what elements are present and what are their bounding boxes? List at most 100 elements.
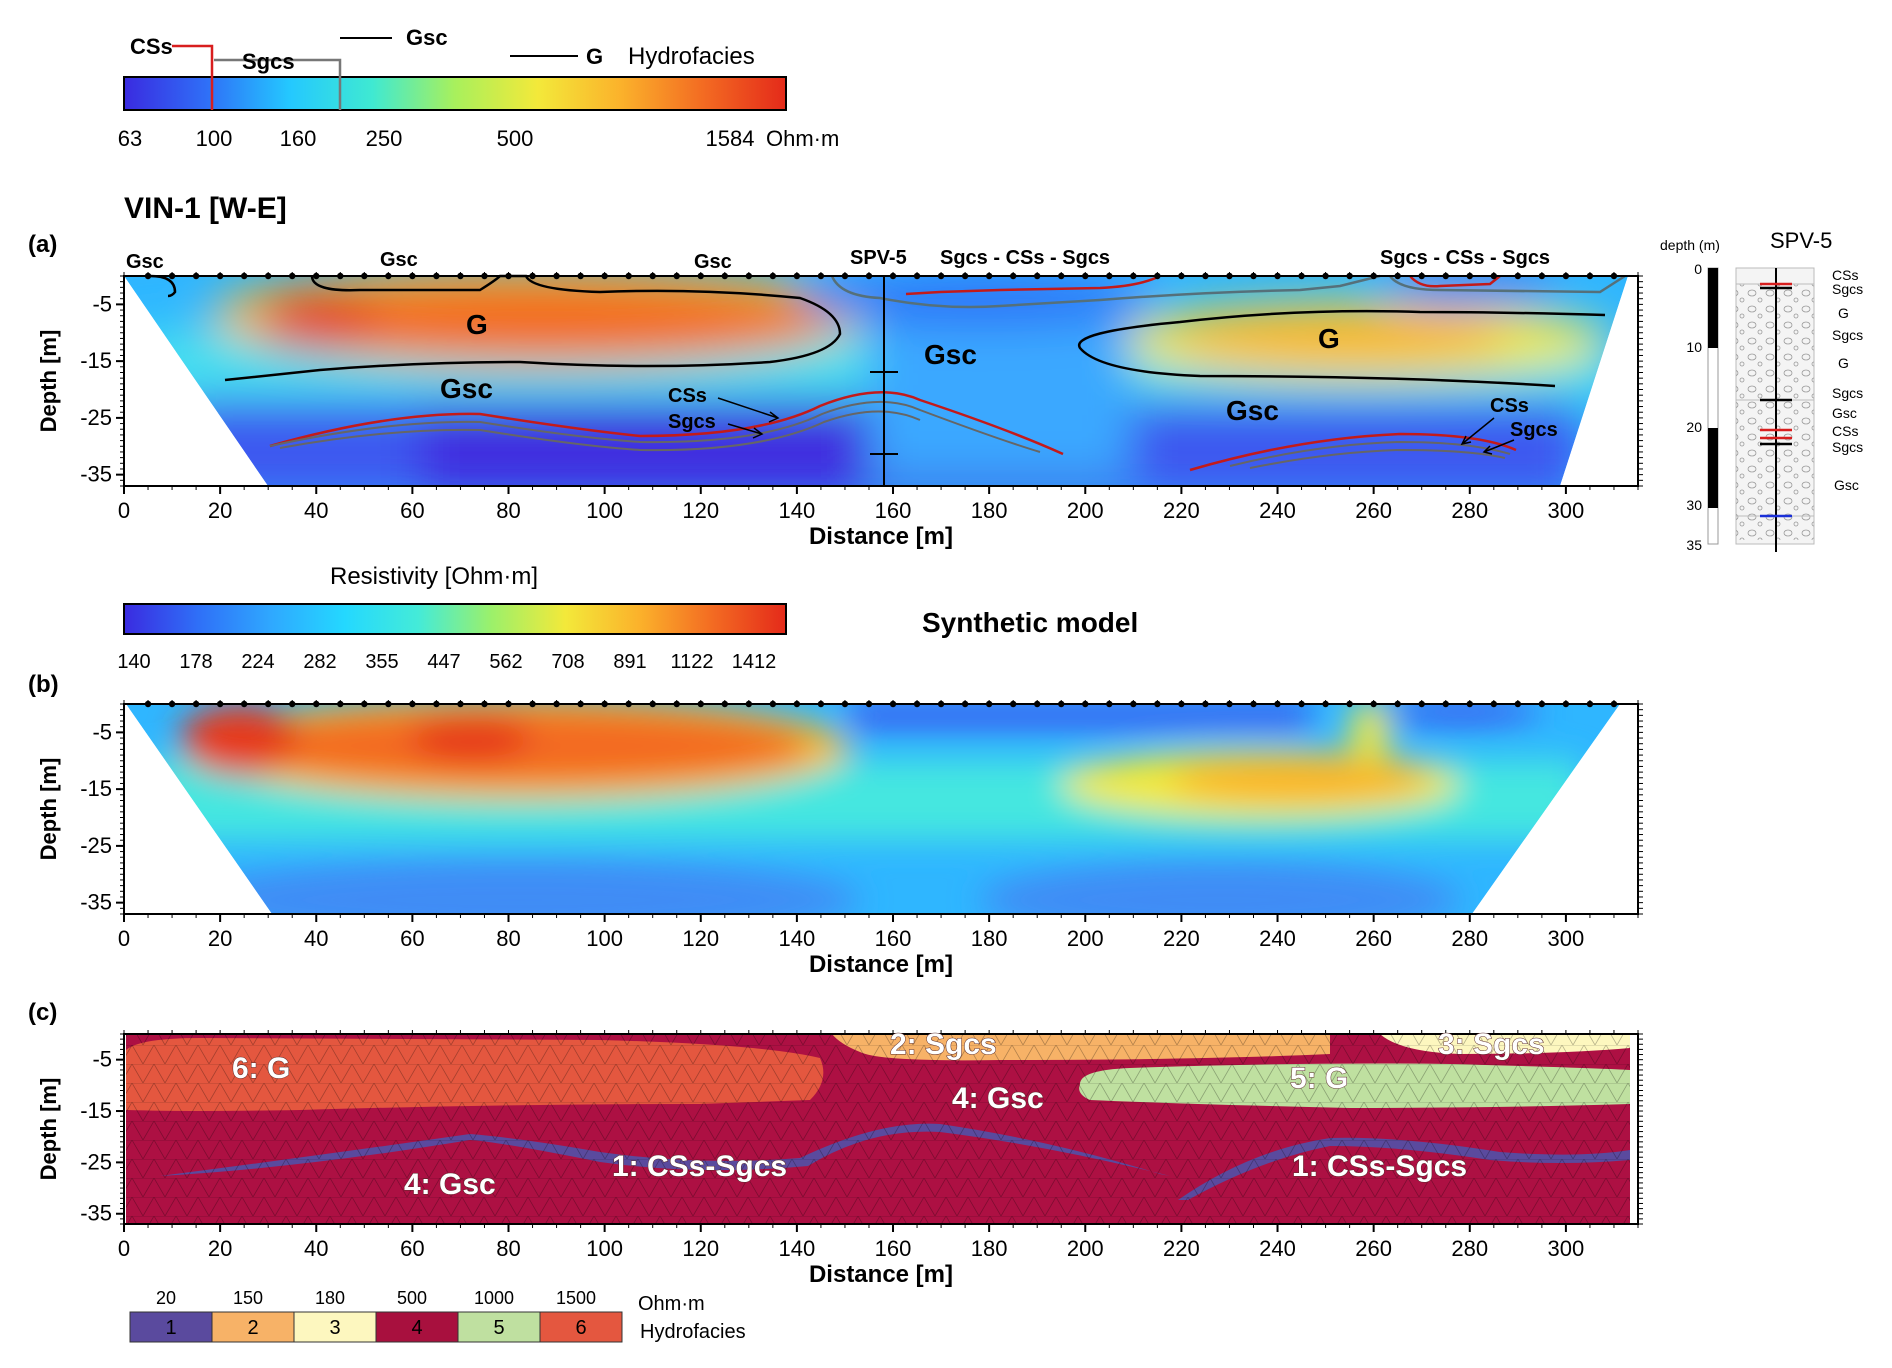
gsc-contour-small xyxy=(149,274,177,298)
zone-label-4-gsc: 4: Gsc xyxy=(404,1168,496,1201)
panel-a-ytick-label: -35 xyxy=(80,462,112,487)
borehole-log: SPV-5 depth (m) 0 10 20 30 35 CSs Sgcs G… xyxy=(1660,228,1863,553)
borehole-layer: Gsc xyxy=(1834,477,1859,493)
legend-c-swatch xyxy=(129,1311,213,1343)
label-css-west: CSs xyxy=(668,385,707,407)
panel-a-xtick-label: 240 xyxy=(1259,498,1296,523)
hydrofacies-label: Hydrofacies xyxy=(628,43,755,70)
panel-a-xtick-label: 20 xyxy=(208,498,232,523)
hydrofacies-threshold-lines xyxy=(172,37,578,110)
zone-label-1-css-sgcs: 1: CSs-Sgcs xyxy=(612,1150,787,1183)
css-lens-west xyxy=(269,391,1064,456)
panel-c-xtick-label: 140 xyxy=(779,1236,816,1261)
hydro-tick: 63 xyxy=(118,126,142,151)
resistivity-tick: 1412 xyxy=(732,651,777,673)
panel-b-xtick-label: 280 xyxy=(1451,926,1488,951)
legend-c-unit: Ohm·m xyxy=(638,1293,705,1315)
panel-c-xtick-label: 20 xyxy=(208,1236,232,1261)
borehole-layer: CSs xyxy=(1832,267,1858,283)
panel-a-xlabel: Distance [m] xyxy=(809,523,953,550)
panel-a-xtick-label: 60 xyxy=(400,498,424,523)
g-contour-east xyxy=(1077,309,1606,388)
borehole-layer: G xyxy=(1838,355,1849,371)
panel-b-xlabel: Distance [m] xyxy=(809,951,953,978)
resistivity-colorbar-title: Resistivity [Ohm·m] xyxy=(330,563,538,590)
panel-c-ytick-label: -25 xyxy=(80,1149,112,1174)
panel-a-xtick-label: 120 xyxy=(682,498,719,523)
panel-b-frame xyxy=(123,703,1639,915)
panel-c-xtick-label: 120 xyxy=(682,1236,719,1261)
resistivity-ticks: 140 178 224 282 355 447 562 708 891 1122 1412 xyxy=(117,651,776,673)
label-arrows xyxy=(717,397,1515,455)
panel-a-ylabel: Depth [m] xyxy=(36,330,61,433)
panel-c-frame xyxy=(123,1033,1639,1225)
zone-label-6-g: 6: G xyxy=(232,1052,290,1085)
borehole-depth-tick: 10 xyxy=(1686,339,1702,355)
legend-c-value: 1500 xyxy=(556,1288,596,1308)
borehole-layer-labels: CSs Sgcs G Sgcs G Sgcs Gsc CSs Sgcs Gsc xyxy=(1832,267,1863,493)
sgcs-top-line xyxy=(830,274,1626,309)
label-gsc-center: Gsc xyxy=(924,339,977,370)
legend-c-class: 1 xyxy=(165,1317,176,1339)
panel-b-xtick-label: 240 xyxy=(1259,926,1296,951)
sgcs-lens-east-2 xyxy=(1249,448,1506,469)
legend-c-swatch xyxy=(211,1311,295,1343)
hydro-class-css: CSs xyxy=(130,34,173,59)
legend-c-value: 180 xyxy=(315,1288,345,1308)
legend-c-class: 5 xyxy=(493,1317,504,1339)
borehole-layer: Sgcs xyxy=(1832,439,1863,455)
panel-a-xtick-label: 40 xyxy=(304,498,328,523)
borehole-depth-label: depth (m) xyxy=(1660,237,1720,253)
panel-a-xtick-label: 220 xyxy=(1163,498,1200,523)
panel-b-title: Synthetic model xyxy=(922,607,1138,638)
hydro-class-gsc: Gsc xyxy=(406,25,448,50)
panel-c-xtick-label: 240 xyxy=(1259,1236,1296,1261)
g-contour-west xyxy=(224,274,842,382)
panel-b-xtick-label: 40 xyxy=(304,926,328,951)
panel-b-letter: (b) xyxy=(28,671,59,698)
borehole-layer: Sgcs xyxy=(1832,327,1863,343)
hydro-class-sgcs: Sgcs xyxy=(242,49,295,74)
label-sgcs-east: Sgcs xyxy=(1510,419,1558,441)
hydro-ticks: 63 100 160 250 500 1584 Ohm·m xyxy=(118,126,840,151)
borehole-depth-tick: 35 xyxy=(1686,537,1702,553)
sgcs-threshold-line xyxy=(214,58,342,110)
panel-b-xtick-label: 200 xyxy=(1067,926,1104,951)
hydro-tick: 100 xyxy=(196,126,233,151)
label-sgcs-west: Sgcs xyxy=(668,411,716,433)
panel-a-letter: (a) xyxy=(28,231,57,258)
panel-c-letter: (c) xyxy=(28,999,57,1026)
legend-c-label: Hydrofacies xyxy=(640,1321,746,1343)
panel-a-axes: 0 20 40 60 80 100 120 140 160 180 200 220 240 260 280 3… xyxy=(36,272,1643,550)
borehole-depth-tick: 0 xyxy=(1694,261,1702,277)
panel-c-xtick-label: 60 xyxy=(400,1236,424,1261)
panel-b-xtick-label: 140 xyxy=(779,926,816,951)
borehole-layer: G xyxy=(1838,305,1849,321)
panel-c-section: 0 20 40 60 80 100 120 140 160 180 200 220 240 260 280 3… xyxy=(36,1028,1643,1288)
resistivity-tick: 562 xyxy=(489,651,522,673)
panel-c-axes: 0 20 40 60 80 100 120 140 160 180 200 220 240 260 280 3… xyxy=(36,1030,1643,1288)
borehole-layer: Gsc xyxy=(1832,405,1857,421)
zone-label-5-g: 5: G xyxy=(1290,1062,1348,1095)
hydrofacies-colorbar: CSs Sgcs Gsc G Hydrofacies 63 100 160 25… xyxy=(118,25,840,151)
top-label-sgcs-css-sgcs: Sgcs - CSs - Sgcs xyxy=(940,247,1110,269)
panel-b-axes: 0 20 40 60 80 100 120 140 160 180 200 220 240 260 280 3… xyxy=(36,700,1643,978)
panel-a-ytick-label: -5 xyxy=(92,291,112,316)
borehole-layer: Sgcs xyxy=(1832,385,1863,401)
top-label-gsc: Gsc xyxy=(694,251,732,273)
zone-label-3-sgcs: 3: Sgcs xyxy=(1438,1028,1545,1061)
zone-label-1-css-sgcs: 1: CSs-Sgcs xyxy=(1292,1150,1467,1183)
panel-b-xtick-label: 180 xyxy=(971,926,1008,951)
panel-c-xtick-label: 300 xyxy=(1548,1236,1585,1261)
panel-c-xtick-label: 180 xyxy=(971,1236,1008,1261)
panel-a-xtick-label: 180 xyxy=(971,498,1008,523)
legend-c-swatch xyxy=(293,1311,377,1343)
panel-c-xtick-label: 260 xyxy=(1355,1236,1392,1261)
sgcs-lens-east xyxy=(1229,440,1511,467)
resistivity-tick: 282 xyxy=(303,651,336,673)
resistivity-tick: 140 xyxy=(117,651,150,673)
panel-c-ylabel: Depth [m] xyxy=(36,1078,61,1181)
panel-b-xtick-label: 0 xyxy=(118,926,130,951)
panel-b-ytick-label: -35 xyxy=(80,890,112,915)
